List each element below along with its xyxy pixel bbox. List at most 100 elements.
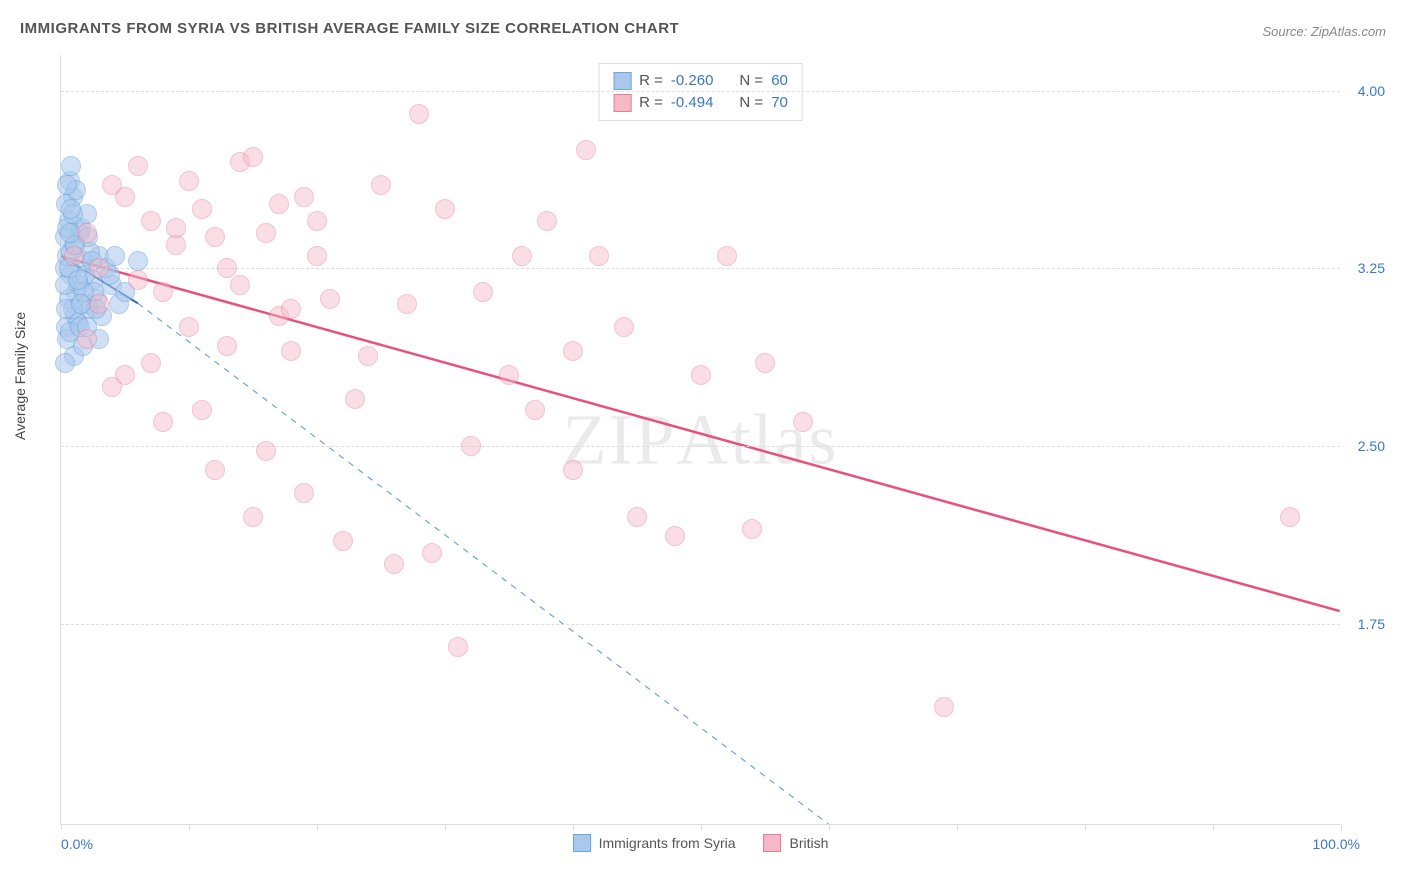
y-tick-label: 3.25 <box>1358 260 1385 276</box>
scatter-point <box>256 441 276 461</box>
x-axis-min-label: 0.0% <box>61 836 93 852</box>
chart-title: IMMIGRANTS FROM SYRIA VS BRITISH AVERAGE… <box>20 20 679 37</box>
scatter-point <box>61 199 81 219</box>
scatter-point <box>307 246 327 266</box>
scatter-point <box>537 211 557 231</box>
trend-lines-layer <box>61 55 1340 824</box>
scatter-point <box>422 543 442 563</box>
stat-r-value: -0.494 <box>671 92 714 114</box>
scatter-point <box>435 199 455 219</box>
stat-n-value: 60 <box>771 70 788 92</box>
chart-source: Source: ZipAtlas.com <box>1262 24 1386 39</box>
scatter-point <box>307 211 327 231</box>
legend-label: Immigrants from Syria <box>599 835 736 851</box>
scatter-point <box>576 140 596 160</box>
stat-n-label: N = <box>739 92 763 114</box>
gridline <box>61 91 1340 92</box>
plot-area: ZIPAtlas R =-0.260N =60R =-0.494N =70 Im… <box>60 55 1340 825</box>
scatter-point <box>55 353 75 373</box>
legend-swatch <box>613 72 631 90</box>
scatter-point <box>717 246 737 266</box>
legend-item: Immigrants from Syria <box>573 834 736 852</box>
scatter-point <box>742 519 762 539</box>
scatter-point <box>793 412 813 432</box>
legend-swatch <box>573 834 591 852</box>
scatter-point <box>461 436 481 456</box>
x-tick <box>1085 824 1086 830</box>
scatter-point <box>269 194 289 214</box>
scatter-point <box>102 377 122 397</box>
legend-swatch <box>613 94 631 112</box>
stats-legend-box: R = -0.260 N = 60 R = -0.494 N = 70 <box>598 63 803 121</box>
scatter-point <box>409 104 429 124</box>
x-tick <box>1213 824 1214 830</box>
scatter-point <box>128 251 148 271</box>
scatter-point <box>115 187 135 207</box>
scatter-point <box>397 294 417 314</box>
legend-swatch <box>764 834 782 852</box>
stats-row: R = -0.260 N = 60 <box>613 70 788 92</box>
scatter-point <box>1280 507 1300 527</box>
scatter-point <box>256 223 276 243</box>
scatter-point <box>68 270 88 290</box>
scatter-point <box>499 365 519 385</box>
scatter-point <box>128 270 148 290</box>
scatter-point <box>512 246 532 266</box>
stat-r-label: R = <box>639 92 663 114</box>
scatter-point <box>128 156 148 176</box>
stat-n-value: 70 <box>771 92 788 114</box>
gridline <box>61 268 1340 269</box>
gridline <box>61 446 1340 447</box>
scatter-point <box>614 317 634 337</box>
scatter-point <box>589 246 609 266</box>
x-axis-max-label: 100.0% <box>1313 836 1360 852</box>
stat-r-label: R = <box>639 70 663 92</box>
scatter-point <box>89 294 109 314</box>
scatter-point <box>384 554 404 574</box>
scatter-point <box>473 282 493 302</box>
series-legend: Immigrants from SyriaBritish <box>573 834 829 852</box>
scatter-point <box>153 412 173 432</box>
scatter-point <box>320 289 340 309</box>
scatter-point <box>525 400 545 420</box>
scatter-point <box>77 223 97 243</box>
scatter-point <box>294 187 314 207</box>
stat-r-value: -0.260 <box>671 70 714 92</box>
scatter-point <box>563 460 583 480</box>
scatter-point <box>448 637 468 657</box>
x-tick <box>957 824 958 830</box>
scatter-point <box>345 389 365 409</box>
x-tick <box>829 824 830 830</box>
scatter-point <box>243 507 263 527</box>
scatter-point <box>179 317 199 337</box>
x-tick <box>317 824 318 830</box>
scatter-point <box>57 175 77 195</box>
stat-n-label: N = <box>739 70 763 92</box>
x-tick <box>701 824 702 830</box>
scatter-point <box>61 156 81 176</box>
scatter-point <box>333 531 353 551</box>
scatter-point <box>153 282 173 302</box>
scatter-point <box>243 147 263 167</box>
scatter-point <box>166 218 186 238</box>
scatter-point <box>192 400 212 420</box>
scatter-point <box>371 175 391 195</box>
y-tick-label: 2.50 <box>1358 438 1385 454</box>
y-tick-label: 1.75 <box>1358 616 1385 632</box>
x-tick <box>573 824 574 830</box>
scatter-point <box>192 199 212 219</box>
scatter-point <box>179 171 199 191</box>
scatter-point <box>205 227 225 247</box>
scatter-point <box>64 246 84 266</box>
scatter-point <box>755 353 775 373</box>
scatter-point <box>294 483 314 503</box>
scatter-point <box>281 299 301 319</box>
x-tick <box>445 824 446 830</box>
scatter-point <box>665 526 685 546</box>
x-tick <box>1341 824 1342 830</box>
scatter-point <box>563 341 583 361</box>
y-tick-label: 4.00 <box>1358 83 1385 99</box>
x-tick <box>189 824 190 830</box>
scatter-point <box>141 211 161 231</box>
stats-row: R = -0.494 N = 70 <box>613 92 788 114</box>
